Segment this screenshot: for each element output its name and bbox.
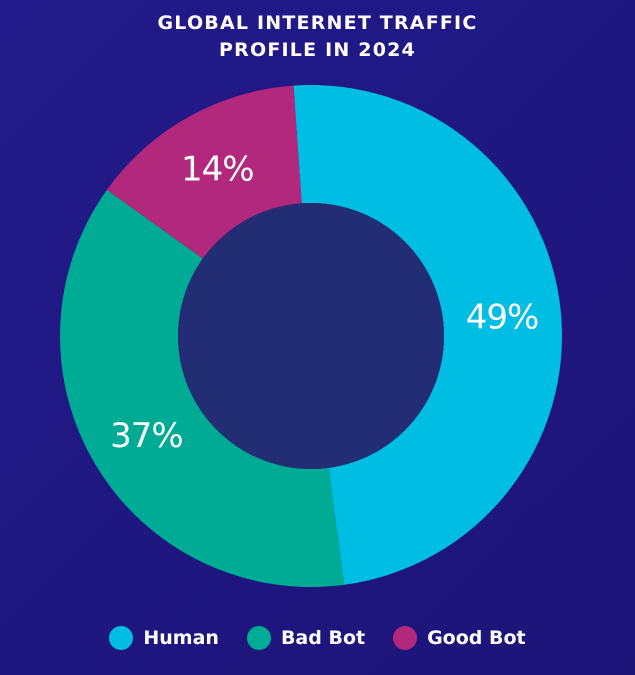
slice-good-bot — [106, 85, 302, 259]
legend-swatch-human — [109, 626, 134, 650]
legend-label-bad-bot: Bad Bot — [280, 627, 366, 649]
legend-item-good-bot: Good Bot — [393, 626, 526, 650]
chart-title-line-1: GLOBAL INTERNET TRAFFIC — [157, 12, 478, 34]
legend-swatch-bad-bot — [246, 626, 271, 650]
legend: Human Bad Bot Good Bot — [0, 626, 635, 650]
chart-title-line-2: PROFILE IN 2024 — [219, 39, 416, 61]
slice-bad-bot — [59, 189, 345, 588]
slice-label-good-bot: 14% — [181, 149, 254, 189]
legend-label-good-bot: Good Bot — [427, 627, 526, 649]
legend-item-bad-bot: Bad Bot — [246, 626, 366, 650]
chart-title: GLOBAL INTERNET TRAFFIC PROFILE IN 2024 — [0, 10, 635, 64]
slice-label-bad-bot: 37% — [110, 416, 183, 456]
slice-human — [293, 84, 563, 585]
legend-label-human: Human — [143, 627, 219, 649]
donut-center — [178, 203, 444, 469]
slice-label-human: 49% — [466, 298, 539, 338]
legend-item-human: Human — [109, 626, 219, 650]
legend-swatch-good-bot — [393, 626, 418, 650]
